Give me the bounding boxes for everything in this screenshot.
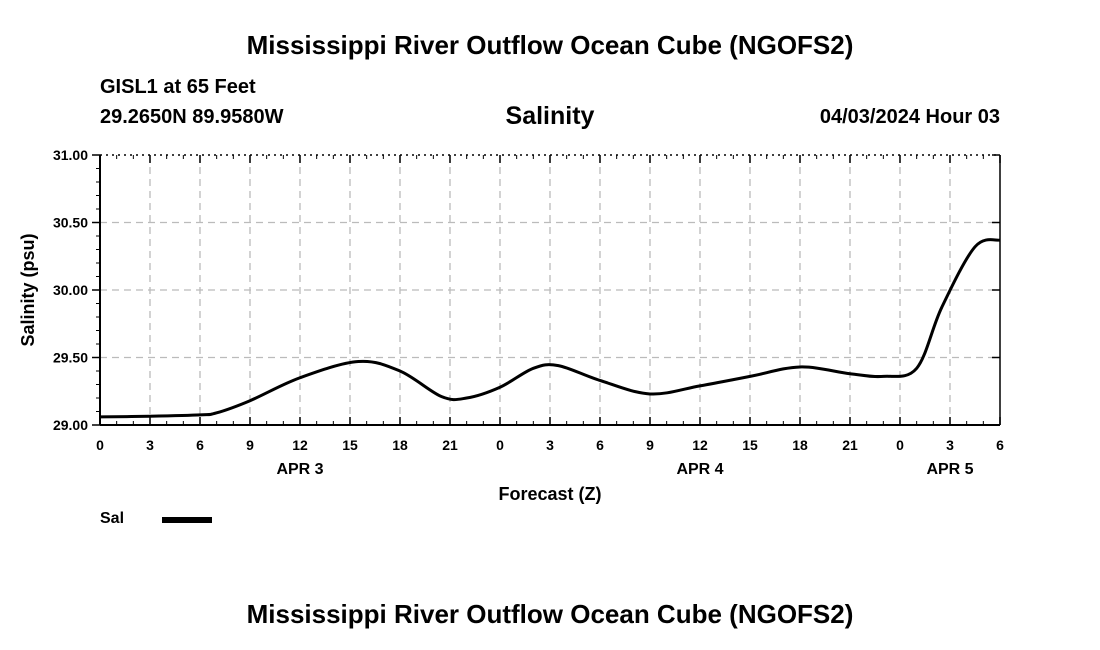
x-tick-label: 0 [896,437,904,453]
day-label: APR 3 [276,461,323,478]
chart-title: Mississippi River Outflow Ocean Cube (NG… [246,30,854,60]
x-axis-title: Forecast (Z) [498,484,601,504]
y-tick-label: 30.50 [53,215,88,231]
y-axis-title: Salinity (psu) [18,233,38,346]
station-coordinates: 29.2650N 89.9580W [100,106,284,128]
x-tick-label: 6 [996,437,1004,453]
y-tick-label: 30.00 [53,282,88,298]
x-tick-label: 12 [292,437,308,453]
x-tick-label: 3 [146,437,154,453]
x-tick-label: 6 [196,437,204,453]
y-tick-label: 29.50 [53,350,88,366]
x-tick-label: 0 [496,437,504,453]
x-tick-label: 12 [692,437,708,453]
chart-subtitle: Salinity [505,102,595,130]
day-label: APR 4 [676,461,723,478]
x-tick-label: 21 [842,437,858,453]
day-label: APR 5 [926,461,973,478]
y-tick-label: 31.00 [53,147,88,163]
x-tick-label: 3 [546,437,554,453]
x-tick-label: 18 [392,437,408,453]
y-tick-label: 29.00 [53,417,88,433]
legend-label: Sal [100,510,125,527]
x-tick-label: 6 [596,437,604,453]
legend-line-swatch [162,517,212,523]
x-tick-label: 15 [342,437,358,453]
forecast-timestamp: 04/03/2024 Hour 03 [819,106,1000,128]
x-tick-label: 3 [946,437,954,453]
station-name: GISL1 at 65 Feet [100,76,256,98]
x-tick-label: 21 [442,437,458,453]
salinity-series-line [99,238,1001,419]
x-tick-label: 15 [742,437,758,453]
x-tick-label: 9 [246,437,254,453]
footer-title: Mississippi River Outflow Ocean Cube (NG… [246,599,854,629]
x-tick-label: 9 [646,437,654,453]
x-tick-label: 18 [792,437,808,453]
x-tick-label: 0 [96,437,104,453]
